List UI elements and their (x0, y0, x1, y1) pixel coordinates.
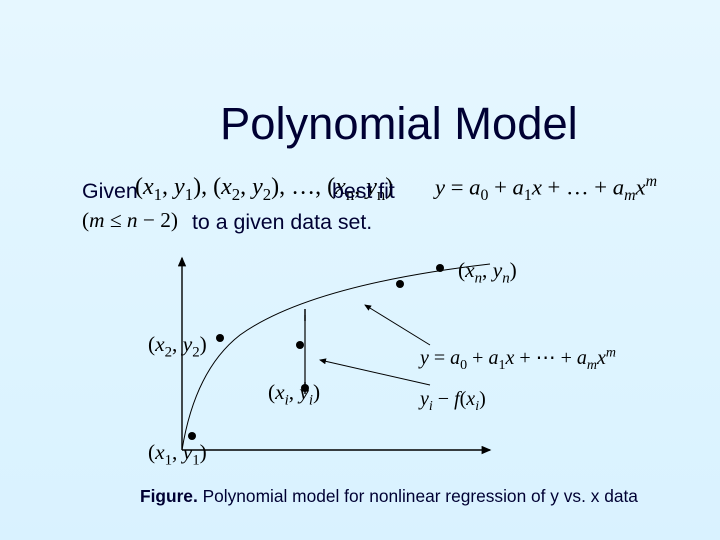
label-xi-yi: (xi, yi) (268, 380, 320, 409)
constraint-expression: (m ≤ n − 2) (82, 208, 178, 233)
label-given: Given (82, 179, 138, 204)
slide: { "title": { "text": "Polynomial Model",… (0, 0, 720, 540)
equation-rhs: y = a0 + a1x + … + amxm (435, 173, 657, 205)
label-xn-yn: (xn, yn) (458, 258, 517, 287)
figure-caption: Figure. Polynomial model for nonlinear r… (140, 486, 638, 507)
label-x2-y2: (x2, y2) (148, 332, 207, 361)
figure-caption-bold: Figure. (140, 486, 198, 506)
page-title: Polynomial Model (220, 98, 578, 150)
residual-equation-label: yi − f(xi) (420, 388, 486, 415)
label-x1-y1: (x1, y1) (148, 440, 207, 469)
curve-equation-label: y = a0 + a1x + ⋯ + amxm (420, 345, 616, 374)
label-best-fit: best fit (332, 179, 395, 204)
figure-caption-rest: Polynomial model for nonlinear regressio… (198, 486, 638, 506)
label-to-dataset: to a given data set. (192, 210, 372, 235)
